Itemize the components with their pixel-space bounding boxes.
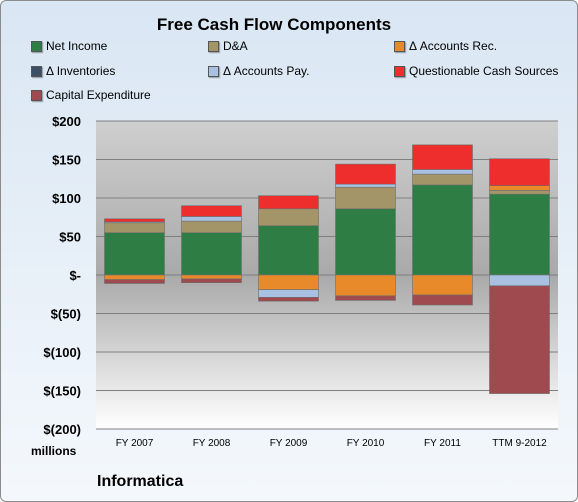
y-tick-label: $100 — [52, 191, 81, 206]
bar-segment — [104, 222, 165, 233]
bar-segment — [181, 205, 242, 217]
legend-label-inventories: Δ Inventories — [46, 64, 116, 78]
x-tick-label: TTM 9-2012 — [492, 438, 547, 449]
bar-stack — [489, 158, 550, 394]
chart-title: Free Cash Flow Components — [156, 15, 392, 34]
bar-segment — [181, 216, 242, 222]
legend-label-questionable: Questionable Cash Sources — [409, 64, 559, 78]
bar-segment — [258, 274, 319, 290]
bar-segment — [335, 274, 396, 297]
legend-label-accounts-pay: Δ Accounts Pay. — [223, 64, 310, 78]
y-tick-label: $150 — [52, 153, 81, 168]
legend-item-accounts-pay: Δ Accounts Pay. — [208, 63, 310, 79]
x-tick-label: FY 2007 — [116, 438, 154, 449]
bar-segment — [104, 218, 165, 223]
x-tick-label: FY 2011 — [424, 438, 461, 449]
x-tick-label: FY 2010 — [347, 438, 385, 449]
bar-segment — [335, 186, 396, 210]
bar-segment — [181, 274, 242, 280]
legend-swatch-inventories — [31, 65, 42, 77]
legend-swatch-da — [208, 40, 219, 52]
bar-segment — [335, 163, 396, 185]
bar-segment — [489, 185, 550, 191]
legend-item-da: D&A — [208, 38, 248, 54]
bar-segment — [258, 289, 319, 298]
bar-segment — [335, 208, 396, 276]
legend-swatch-accounts-rec — [394, 40, 405, 52]
bar-segment — [489, 158, 550, 186]
legend-item-inventories: Δ Inventories — [31, 63, 115, 79]
legend-item-capex: Capital Expenditure — [31, 87, 151, 103]
x-tick-label: FY 2008 — [193, 438, 231, 449]
x-axis-ticks: FY 2007 FY 2008 FY 2009 FY 2010 FY 2011 TTM 9… — [116, 438, 547, 449]
bar-segment — [412, 169, 473, 175]
bar-segment — [412, 144, 473, 170]
bar-segment — [489, 285, 550, 394]
bar-segment — [181, 278, 242, 284]
bar-segment — [181, 232, 242, 276]
bar-segment — [412, 294, 473, 306]
legend-item-questionable: Questionable Cash Sources — [394, 63, 558, 79]
y-tick-label: $50 — [59, 230, 81, 245]
y-axis-ticks: $200 $150 $100 $50 $- $(50) $(100) $(150) $(200) — [43, 114, 81, 437]
bar-segment — [258, 195, 319, 210]
bar-stack — [181, 205, 242, 284]
legend-swatch-capex — [31, 89, 42, 101]
company-name: Informatica — [97, 473, 184, 490]
legend-label-accounts-rec: Δ Accounts Rec. — [409, 39, 498, 53]
bar-stacks — [104, 144, 550, 394]
legend-swatch-accounts-pay — [208, 65, 219, 77]
bar-segment — [489, 274, 550, 287]
legend-label-capex: Capital Expenditure — [46, 88, 151, 102]
bar-segment — [104, 274, 165, 280]
legend-swatch-net-income — [31, 40, 42, 52]
bar-segment — [489, 190, 550, 195]
legend-label-da: D&A — [223, 39, 248, 53]
bar-stack — [335, 163, 396, 301]
bar-segment — [104, 279, 165, 284]
gridlines — [96, 120, 558, 430]
bar-segment — [412, 184, 473, 276]
y-tick-label: $(150) — [43, 384, 81, 399]
bar-segment — [335, 295, 396, 301]
legend-item-net-income: Net Income — [31, 38, 107, 54]
x-tick-label: FY 2009 — [270, 438, 308, 449]
bar-segment — [258, 225, 319, 276]
bar-segment — [412, 274, 473, 296]
bar-segment — [489, 193, 550, 276]
legend-swatch-questionable — [394, 65, 405, 77]
units-label: millions — [31, 444, 77, 458]
bar-stack — [258, 195, 319, 302]
bar-segment — [181, 220, 242, 233]
bar-segment — [258, 208, 319, 227]
y-tick-label: $(100) — [43, 345, 81, 360]
y-tick-label: $(50) — [51, 307, 81, 322]
bar-segment — [335, 183, 396, 188]
y-tick-label: $- — [69, 268, 81, 283]
bar-segment — [412, 173, 473, 186]
bar-segment — [104, 232, 165, 276]
bar-stack — [104, 218, 165, 284]
y-tick-label: $200 — [52, 114, 81, 129]
legend-label-net-income: Net Income — [46, 39, 108, 53]
legend-item-accounts-rec: Δ Accounts Rec. — [394, 38, 497, 54]
y-tick-label: $(200) — [43, 422, 81, 437]
bar-segment — [258, 297, 319, 302]
bar-stack — [412, 144, 473, 306]
